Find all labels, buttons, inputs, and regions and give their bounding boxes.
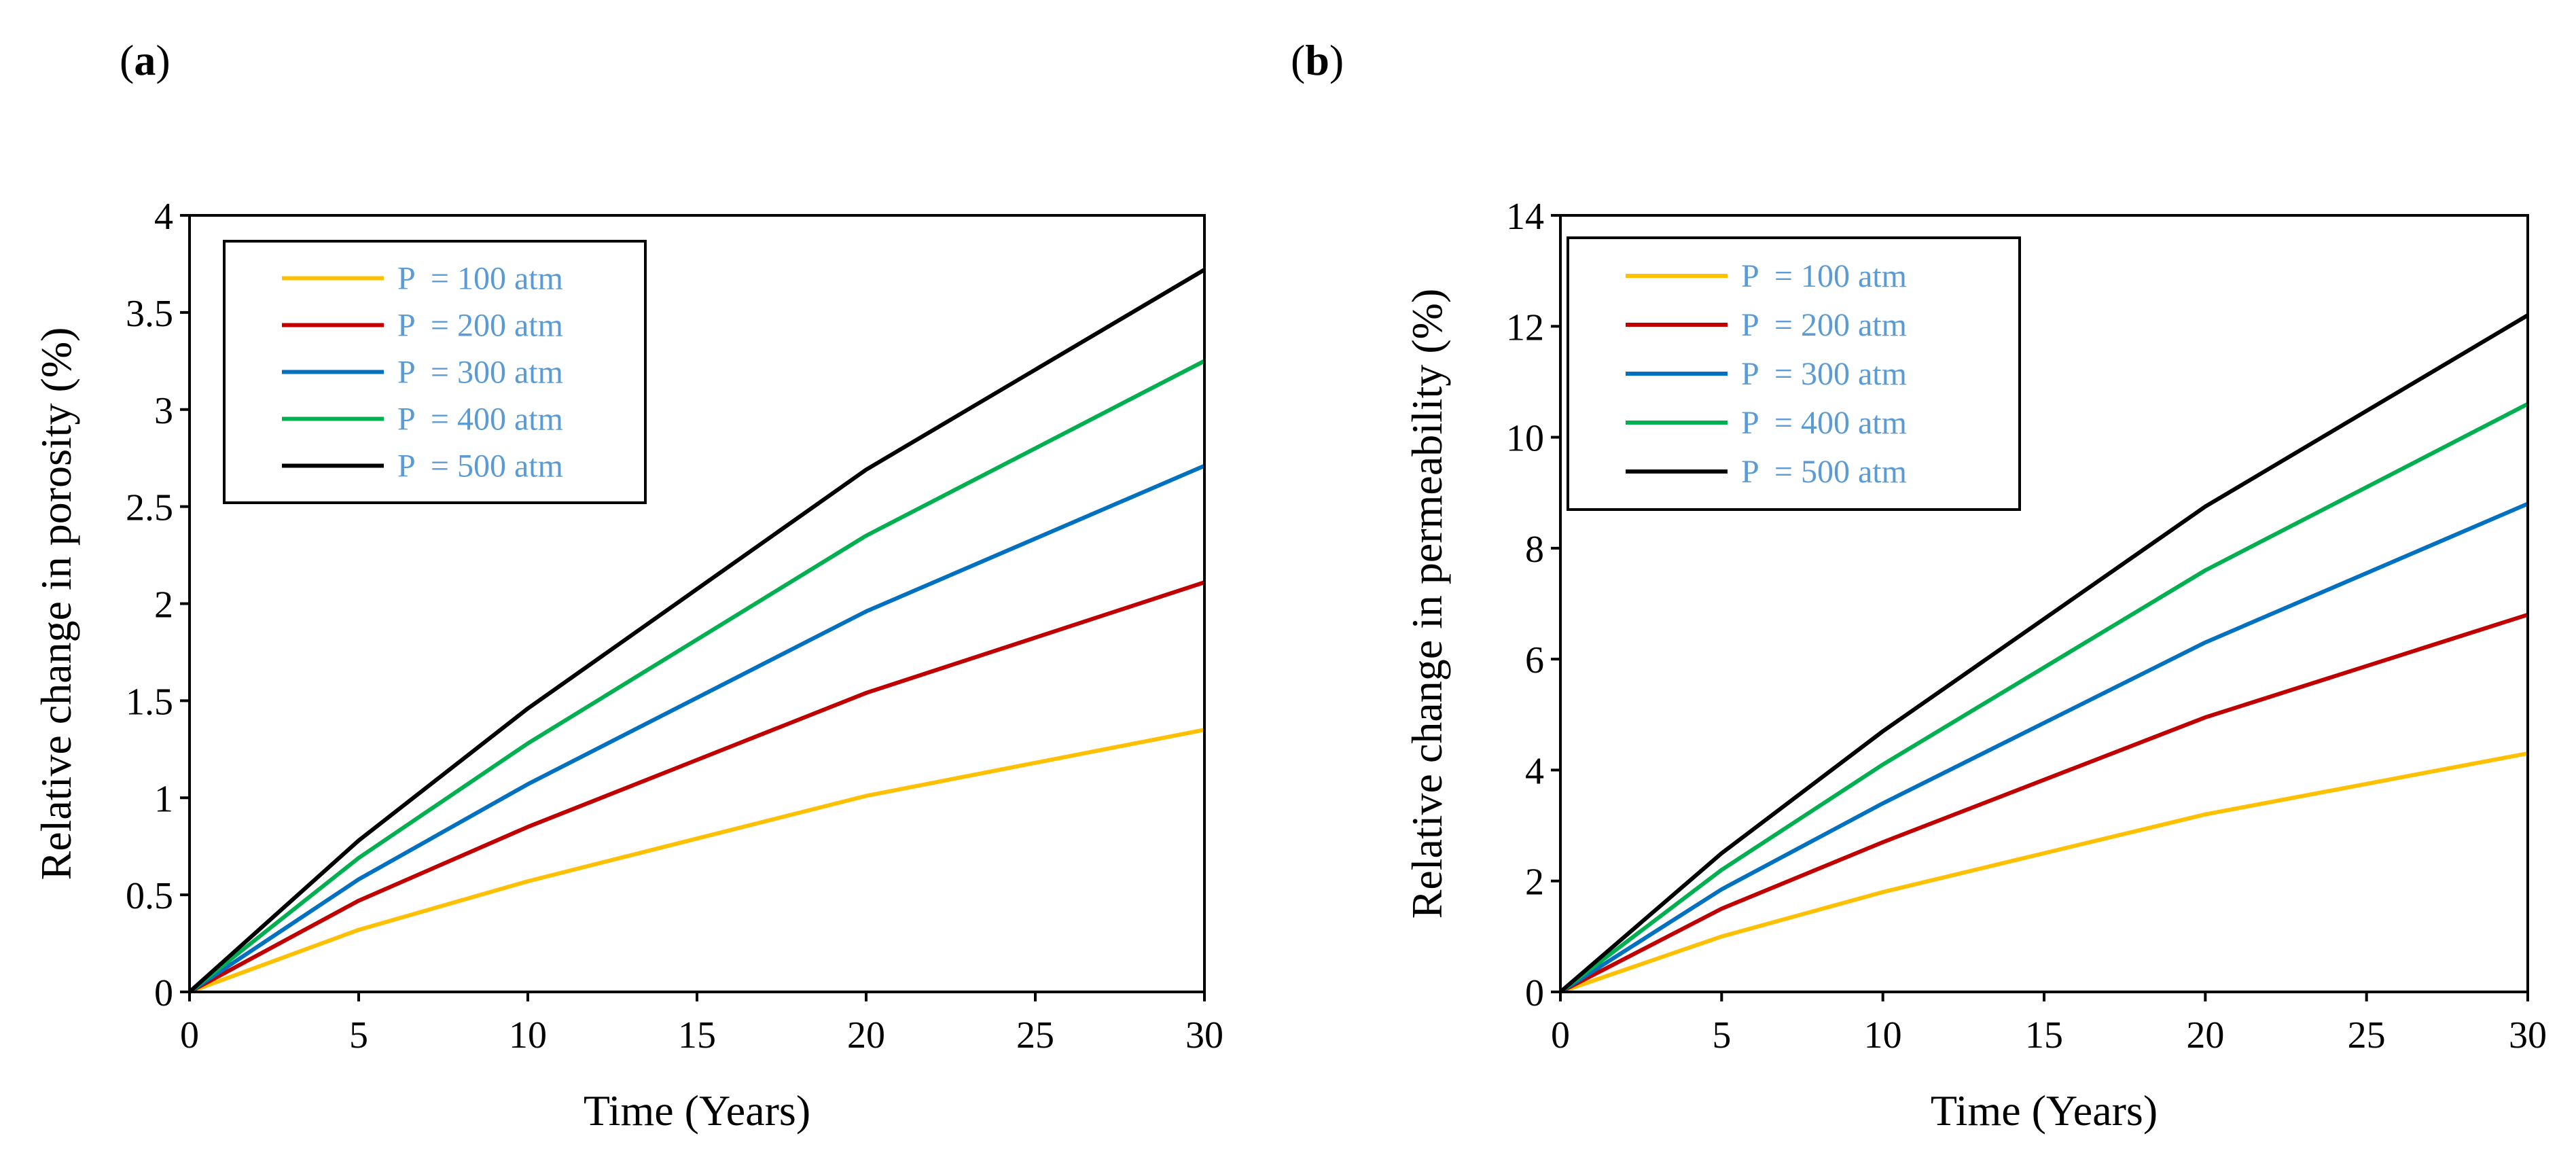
series-line-a-5 <box>187 268 1206 994</box>
x-axis-title-a: Time (Years) <box>584 1086 810 1135</box>
x-tick-label-a-6: 30 <box>1185 1014 1223 1056</box>
y-tick-label-b-2: 4 <box>1525 750 1544 792</box>
x-tick-label-b-4: 20 <box>2186 1014 2224 1056</box>
x-tick-label-a-4: 20 <box>847 1014 885 1056</box>
series-line-b-5 <box>1559 313 2529 994</box>
y-tick-label-b-3: 6 <box>1525 639 1544 681</box>
series-line-a-3 <box>188 463 1206 994</box>
series-line-b-2 <box>1559 612 2528 994</box>
y-tick-label-a-8: 4 <box>154 196 173 238</box>
y-tick-label-a-4: 2 <box>154 584 173 626</box>
series-line-b-1 <box>1560 751 2528 994</box>
y-axis-title-b: Relative change in permeability (%) <box>1403 289 1451 919</box>
y-tick-label-a-0: 0 <box>154 972 173 1014</box>
y-tick-label-a-6: 3 <box>154 390 173 432</box>
series-line-b-4 <box>1559 402 2529 994</box>
x-tick-label-b-3: 15 <box>2025 1014 2063 1056</box>
x-tick-label-b-2: 10 <box>1864 1014 1902 1056</box>
y-tick-label-b-0: 0 <box>1525 972 1544 1014</box>
x-tick-label-a-0: 0 <box>180 1014 199 1056</box>
legend-label-b-2: P = 200 atm <box>1741 307 1907 343</box>
y-tick-label-b-7: 14 <box>1506 196 1544 238</box>
series-line-a-1 <box>188 728 1205 994</box>
panel-label-b: (b) <box>1291 36 1344 84</box>
x-tick-label-b-0: 0 <box>1551 1014 1570 1056</box>
chart-panel-b: (b) 0 5 10 15 20 25 30 0 2 4 6 8 10 12 14 P = 100 atm P … <box>1291 36 2547 1135</box>
legend-label-b-4: P = 400 atm <box>1741 405 1907 441</box>
x-tick-label-a-5: 25 <box>1016 1014 1054 1056</box>
plot-area-a: 0 5 10 15 20 25 30 0 0.5 1 1.5 2 2.5 3 3.5 4 P = 100 atm… <box>126 196 1223 1056</box>
series-line-b-3 <box>1559 501 2529 994</box>
x-tick-label-b-6: 30 <box>2509 1014 2547 1056</box>
y-tick-label-a-2: 1 <box>154 778 173 820</box>
legend-label-b-1: P = 100 atm <box>1741 258 1907 294</box>
legend-label-a-1: P = 100 atm <box>397 261 563 297</box>
series-line-a-2 <box>188 580 1205 994</box>
y-tick-label-a-1: 0.5 <box>126 875 173 917</box>
legend-label-b-3: P = 300 atm <box>1741 356 1907 392</box>
x-tick-label-a-3: 15 <box>678 1014 716 1056</box>
x-tick-label-a-2: 10 <box>509 1014 547 1056</box>
y-tick-label-a-5: 2.5 <box>126 487 173 529</box>
legend-label-b-5: P = 500 atm <box>1741 454 1907 490</box>
x-tick-label-a-1: 5 <box>349 1014 368 1056</box>
y-tick-label-a-7: 3.5 <box>126 293 173 335</box>
y-tick-label-a-3: 1.5 <box>126 681 173 723</box>
legend-label-a-2: P = 200 atm <box>397 308 563 344</box>
legend-label-a-5: P = 500 atm <box>397 448 563 484</box>
panel-label-a: (a) <box>120 36 171 84</box>
y-tick-label-b-5: 10 <box>1506 418 1544 460</box>
legend-label-a-4: P = 400 atm <box>397 402 563 438</box>
series-line-a-4 <box>188 359 1206 994</box>
x-tick-label-b-1: 5 <box>1712 1014 1731 1056</box>
x-tick-label-b-5: 25 <box>2348 1014 2386 1056</box>
chart-panel-a: (a) 0 5 10 15 20 25 30 0 0.5 1 1.5 2 2.5 3 3.5 4 P = 100… <box>32 36 1223 1135</box>
panel-letter-a: a <box>134 36 156 84</box>
y-tick-label-b-4: 8 <box>1525 529 1544 571</box>
legend-label-a-3: P = 300 atm <box>397 355 563 391</box>
x-axis-title-b: Time (Years) <box>1931 1086 2158 1135</box>
y-tick-label-b-1: 2 <box>1525 861 1544 904</box>
y-tick-label-b-6: 12 <box>1506 306 1544 349</box>
panel-letter-b: b <box>1305 36 1329 84</box>
y-axis-title-a: Relative change in porosity (%) <box>32 327 80 880</box>
plot-area-b: 0 5 10 15 20 25 30 0 2 4 6 8 10 12 14 P = 100 atm P = 20… <box>1506 196 2547 1056</box>
